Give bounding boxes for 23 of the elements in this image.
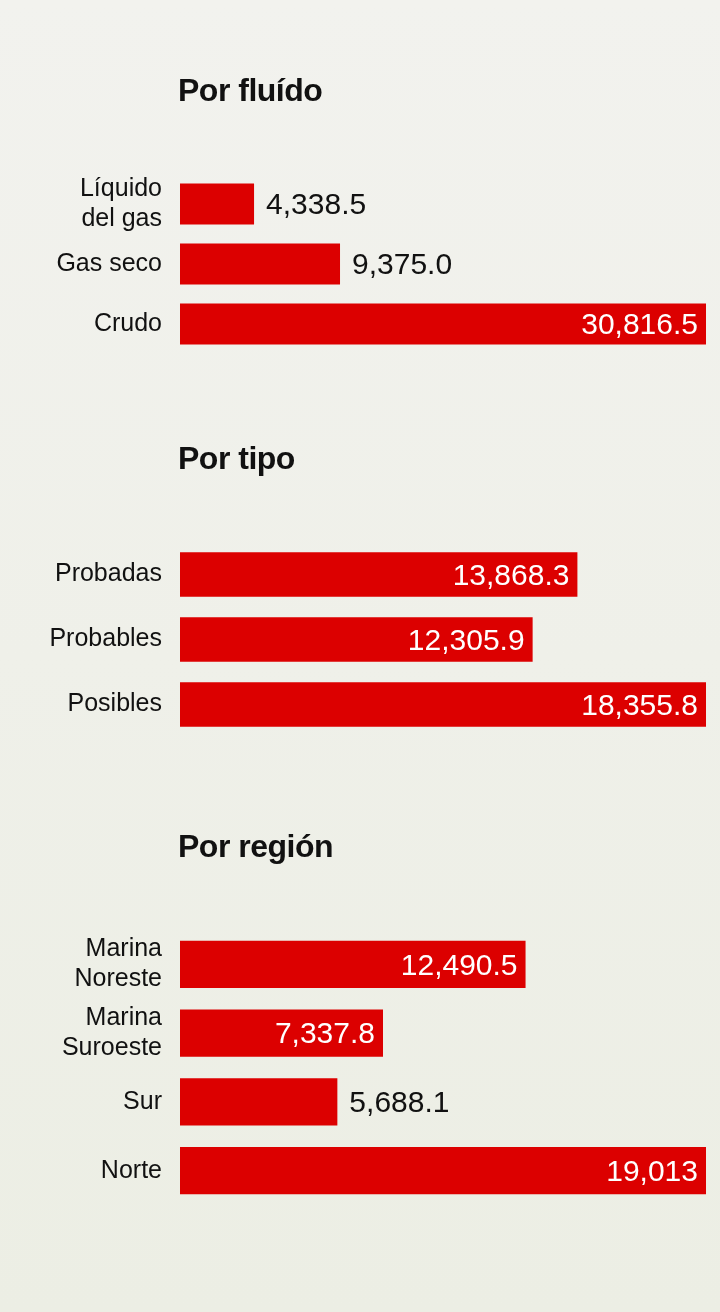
data-label: 7,337.8 (274, 1016, 375, 1050)
data-label: 12,305.9 (407, 622, 525, 656)
y-tick-label: Marina Noreste (74, 933, 163, 992)
data-label: 13,868.3 (452, 557, 570, 591)
y-tick-label: Sur (123, 1085, 162, 1114)
y-tick-label: Líquido del gas (79, 172, 162, 231)
y-tick-label: Norte (100, 1154, 162, 1183)
y-tick-label: Probables (49, 623, 162, 652)
y-tick-label: Posibles (67, 688, 162, 717)
y-tick-label: Probadas (54, 558, 162, 587)
data-label: 5,688.1 (349, 1085, 450, 1119)
data-label: 30,816.5 (581, 307, 698, 341)
y-tick-label: Marina Suroeste (61, 1002, 163, 1061)
data-label: 18,355.8 (581, 687, 698, 721)
y-tick-label: Gas seco (56, 247, 162, 276)
data-label: 12,490.5 (400, 947, 518, 981)
data-label: 19,013 (606, 1153, 698, 1187)
y-tick-label: Crudo (93, 307, 162, 336)
chart-title: Por región (178, 828, 334, 865)
chart-title: Por fluído (178, 72, 324, 109)
data-label: 4,338.5 (266, 187, 367, 221)
chart-title: Por tipo (178, 440, 296, 477)
data-label: 9,375.0 (352, 247, 453, 281)
